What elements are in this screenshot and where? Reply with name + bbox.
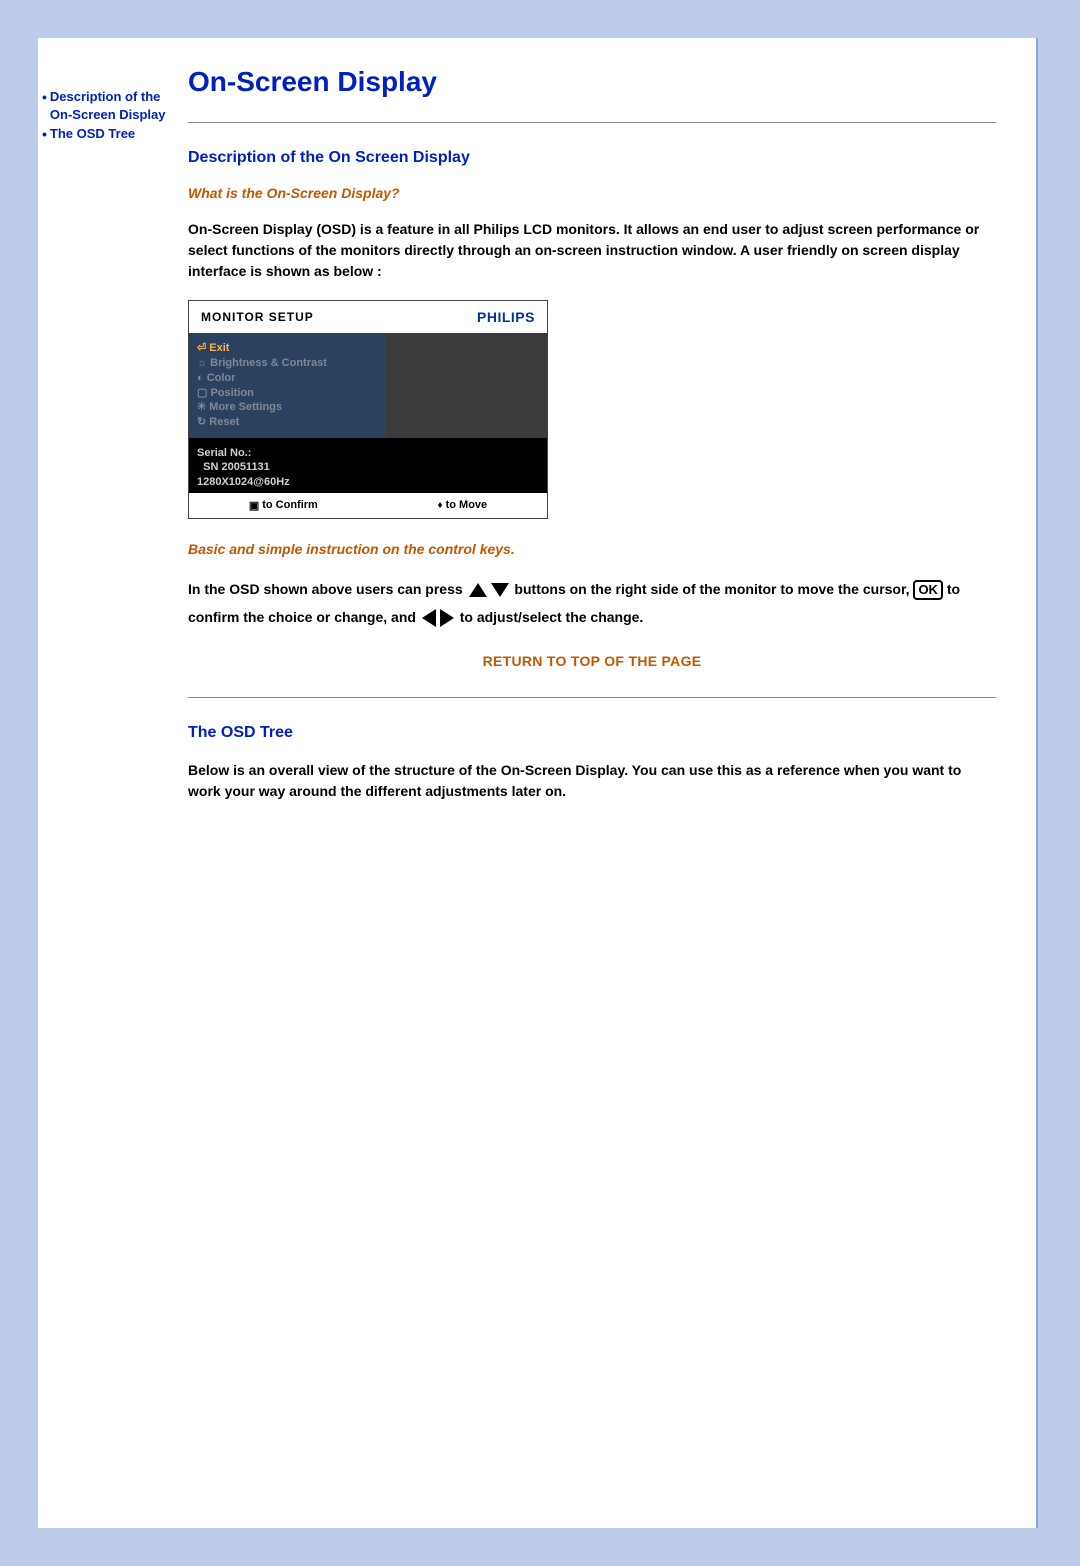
right-arrow-icon	[440, 609, 454, 627]
brand-logo: PHILIPS	[477, 309, 535, 325]
section-tree-title: The OSD Tree	[188, 724, 996, 742]
sidebar-nav: • Description of the On-Screen Display •…	[38, 38, 178, 1528]
osd-menu: ⏎ Exit ☼ Brightness & Contrast ◐ Color ▢…	[197, 341, 378, 430]
osd-header: MONITOR SETUP PHILIPS	[189, 301, 547, 333]
osd-body: ⏎ Exit ☼ Brightness & Contrast ◐ Color ▢…	[189, 333, 547, 438]
osd-serial-label: Serial No.:	[197, 446, 539, 460]
osd-footer-move: ♦ to Move	[438, 499, 488, 512]
section-desc-title: Description of the On Screen Display	[188, 149, 996, 167]
osd-menu-item: ◐ Color	[197, 371, 378, 386]
osd-footer: ▣ to Confirm ♦ to Move	[189, 493, 547, 518]
osd-right-panel	[386, 333, 547, 438]
return-to-top-link[interactable]: RETURN TO TOP OF THE PAGE	[483, 653, 702, 669]
section-tree-body: Below is an overall view of the structur…	[188, 760, 996, 802]
sidebar-link-description[interactable]: Description of the On-Screen Display	[50, 88, 174, 123]
up-arrow-icon	[469, 583, 487, 597]
osd-header-title: MONITOR SETUP	[201, 310, 314, 324]
document-page: • Description of the On-Screen Display •…	[38, 38, 1038, 1528]
osd-menu-item: ✳ More Settings	[197, 400, 378, 415]
osd-menu-panel: ⏎ Exit ☼ Brightness & Contrast ◐ Color ▢…	[189, 333, 386, 438]
instructions-subtitle: Basic and simple instruction on the cont…	[188, 541, 996, 557]
divider	[188, 697, 996, 698]
osd-screenshot: MONITOR SETUP PHILIPS ⏎ Exit ☼ Brightnes…	[188, 300, 548, 519]
sidebar-item-osd-tree[interactable]: • The OSD Tree	[42, 125, 174, 144]
osd-menu-item: ↻ Reset	[197, 415, 378, 430]
page-title: On-Screen Display	[188, 66, 996, 98]
osd-menu-exit: ⏎ Exit	[197, 341, 378, 356]
osd-menu-item: ☼ Brightness & Contrast	[197, 356, 378, 371]
divider	[188, 122, 996, 123]
osd-menu-item: ▢ Position	[197, 386, 378, 401]
sidebar-link-osd-tree[interactable]: The OSD Tree	[50, 125, 135, 144]
osd-serial-block: Serial No.: SN 20051131 1280X1024@60Hz	[189, 438, 547, 493]
down-arrow-icon	[491, 583, 509, 597]
ok-button-icon: OK	[913, 580, 943, 600]
sidebar-item-description[interactable]: • Description of the On-Screen Display	[42, 88, 174, 123]
section-desc-question: What is the On-Screen Display?	[188, 185, 996, 201]
osd-serial-value: SN 20051131	[197, 460, 539, 474]
instructions-body: In the OSD shown above users can press b…	[188, 575, 996, 631]
bullet-icon: •	[42, 125, 47, 144]
osd-footer-confirm: ▣ to Confirm	[249, 499, 318, 512]
left-arrow-icon	[422, 609, 436, 627]
bullet-icon: •	[42, 88, 47, 123]
section-desc-body: On-Screen Display (OSD) is a feature in …	[188, 219, 996, 282]
osd-resolution: 1280X1024@60Hz	[197, 475, 539, 489]
return-to-top[interactable]: RETURN TO TOP OF THE PAGE	[188, 653, 996, 669]
main-content: On-Screen Display Description of the On …	[178, 38, 1036, 1528]
